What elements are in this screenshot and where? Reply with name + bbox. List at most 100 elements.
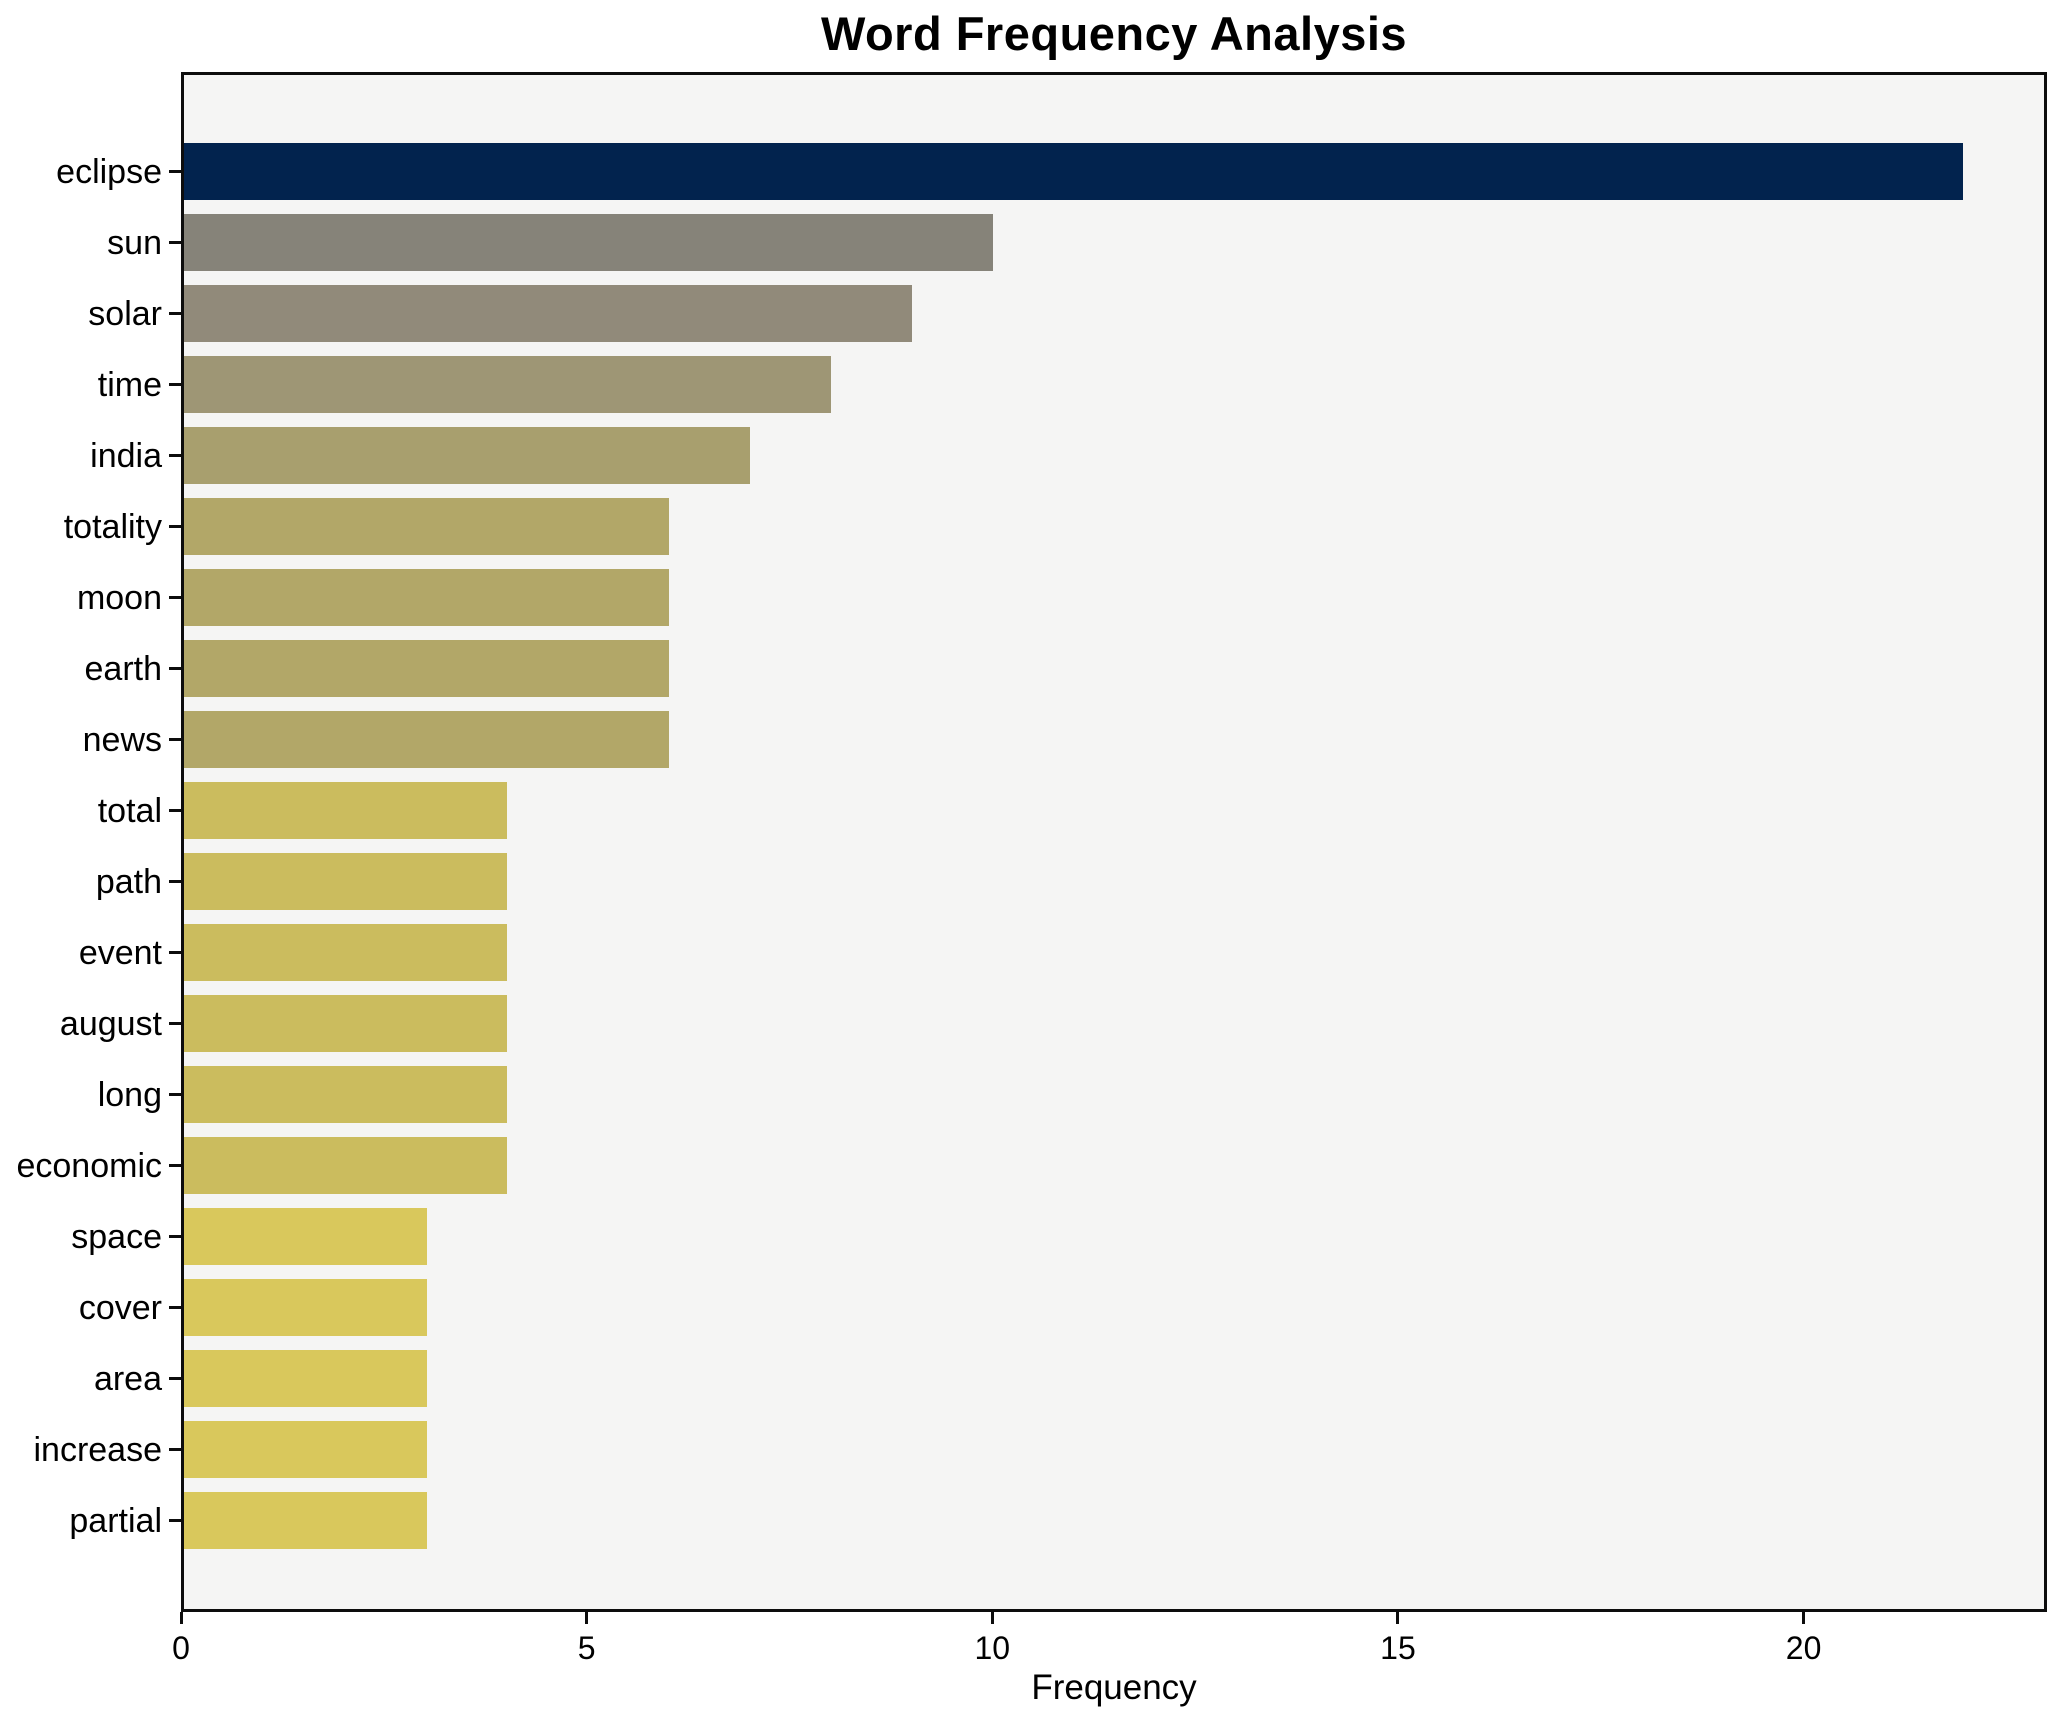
y-tick: partial (0, 1485, 181, 1556)
bar-total (184, 782, 508, 839)
y-tick-label: time (97, 365, 162, 404)
chart-title: Word Frequency Analysis (820, 7, 1408, 60)
y-tick: total (0, 775, 181, 846)
y-axis-labels: eclipse sun solar time india totality moon eart… (0, 136, 181, 1556)
y-tick-label: august (59, 1004, 162, 1043)
bar-row (184, 633, 2044, 704)
x-tick-mark (1802, 1612, 1806, 1624)
x-tick-mark (1396, 1612, 1400, 1624)
bar-row (184, 1414, 2044, 1485)
y-tick-label: space (71, 1217, 162, 1256)
bar-eclipse (184, 143, 1964, 200)
y-tick-label: totality (63, 507, 162, 546)
plot-area (181, 72, 2047, 1612)
y-tick-mark (169, 1164, 181, 1167)
y-tick: august (0, 988, 181, 1059)
y-tick-mark (169, 1093, 181, 1096)
bar-economic (184, 1137, 508, 1194)
bar-long (184, 1066, 508, 1123)
bar-row (184, 1201, 2044, 1272)
y-tick-label: path (95, 862, 162, 901)
bar-area (184, 1350, 427, 1407)
y-tick: space (0, 1201, 181, 1272)
x-tick-label: 10 (974, 1630, 1011, 1666)
bar-row (184, 775, 2044, 846)
y-tick-label: total (97, 791, 162, 830)
bar-moon (184, 569, 670, 626)
bar-row (184, 846, 2044, 917)
x-tick-mark (179, 1612, 183, 1624)
y-tick-mark (169, 312, 181, 315)
y-tick-mark (169, 1306, 181, 1309)
bar-path (184, 853, 508, 910)
y-tick-mark (169, 383, 181, 386)
x-tick-label: 20 (1785, 1630, 1822, 1666)
y-tick-mark (169, 1022, 181, 1025)
bar-row (184, 278, 2044, 349)
bar-earth (184, 640, 670, 697)
y-tick: economic (0, 1130, 181, 1201)
y-tick-mark (169, 809, 181, 812)
y-tick: event (0, 917, 181, 988)
x-tick-mark (990, 1612, 994, 1624)
x-tick-label: 5 (577, 1630, 596, 1666)
y-tick: cover (0, 1272, 181, 1343)
y-tick: area (0, 1343, 181, 1414)
y-tick-label: economic (16, 1146, 162, 1185)
y-tick-label: sun (107, 223, 162, 262)
y-tick: sun (0, 207, 181, 278)
bar-space (184, 1208, 427, 1265)
y-tick-label: cover (78, 1288, 162, 1327)
y-tick-label: eclipse (56, 152, 162, 191)
y-tick: eclipse (0, 136, 181, 207)
y-tick-label: area (93, 1359, 162, 1398)
y-tick-label: partial (69, 1501, 162, 1540)
y-tick: long (0, 1059, 181, 1130)
bar-event (184, 924, 508, 981)
bar-row (184, 917, 2044, 988)
y-tick-mark (169, 525, 181, 528)
y-tick-mark (169, 880, 181, 883)
bar-news (184, 711, 670, 768)
y-tick-label: india (90, 436, 162, 475)
bar-sun (184, 214, 993, 271)
y-tick: time (0, 349, 181, 420)
y-tick-mark (169, 1448, 181, 1451)
y-tick-mark (169, 951, 181, 954)
y-tick-mark (169, 1377, 181, 1380)
bar-row (184, 349, 2044, 420)
y-tick-mark (169, 1235, 181, 1238)
y-tick-label: increase (33, 1430, 162, 1469)
y-tick-label: event (78, 933, 162, 972)
y-tick: solar (0, 278, 181, 349)
bar-partial (184, 1492, 427, 1549)
y-tick-mark (169, 667, 181, 670)
y-tick-mark (169, 241, 181, 244)
y-tick: increase (0, 1414, 181, 1485)
y-tick: india (0, 420, 181, 491)
y-tick-label: moon (76, 578, 162, 617)
y-tick-mark (169, 170, 181, 173)
y-tick-mark (169, 454, 181, 457)
bar-row (184, 1059, 2044, 1130)
y-tick-label: solar (88, 294, 162, 333)
bar-row (184, 1485, 2044, 1556)
bar-row (184, 1130, 2044, 1201)
bar-row (184, 207, 2044, 278)
y-tick: news (0, 704, 181, 775)
x-tick-label: 15 (1380, 1630, 1416, 1666)
y-tick-label: long (97, 1075, 162, 1114)
bar-row (184, 988, 2044, 1059)
x-axis-title: Frequency (1031, 1668, 1197, 1707)
y-tick-mark (169, 738, 181, 741)
bar-row (184, 1272, 2044, 1343)
y-tick-label: earth (84, 649, 163, 688)
y-tick-mark (169, 596, 181, 599)
bar-row (184, 562, 2044, 633)
bar-row (184, 704, 2044, 775)
bar-row (184, 420, 2044, 491)
bar-row (184, 491, 2044, 562)
bar-cover (184, 1279, 427, 1336)
bars (184, 136, 2044, 1556)
